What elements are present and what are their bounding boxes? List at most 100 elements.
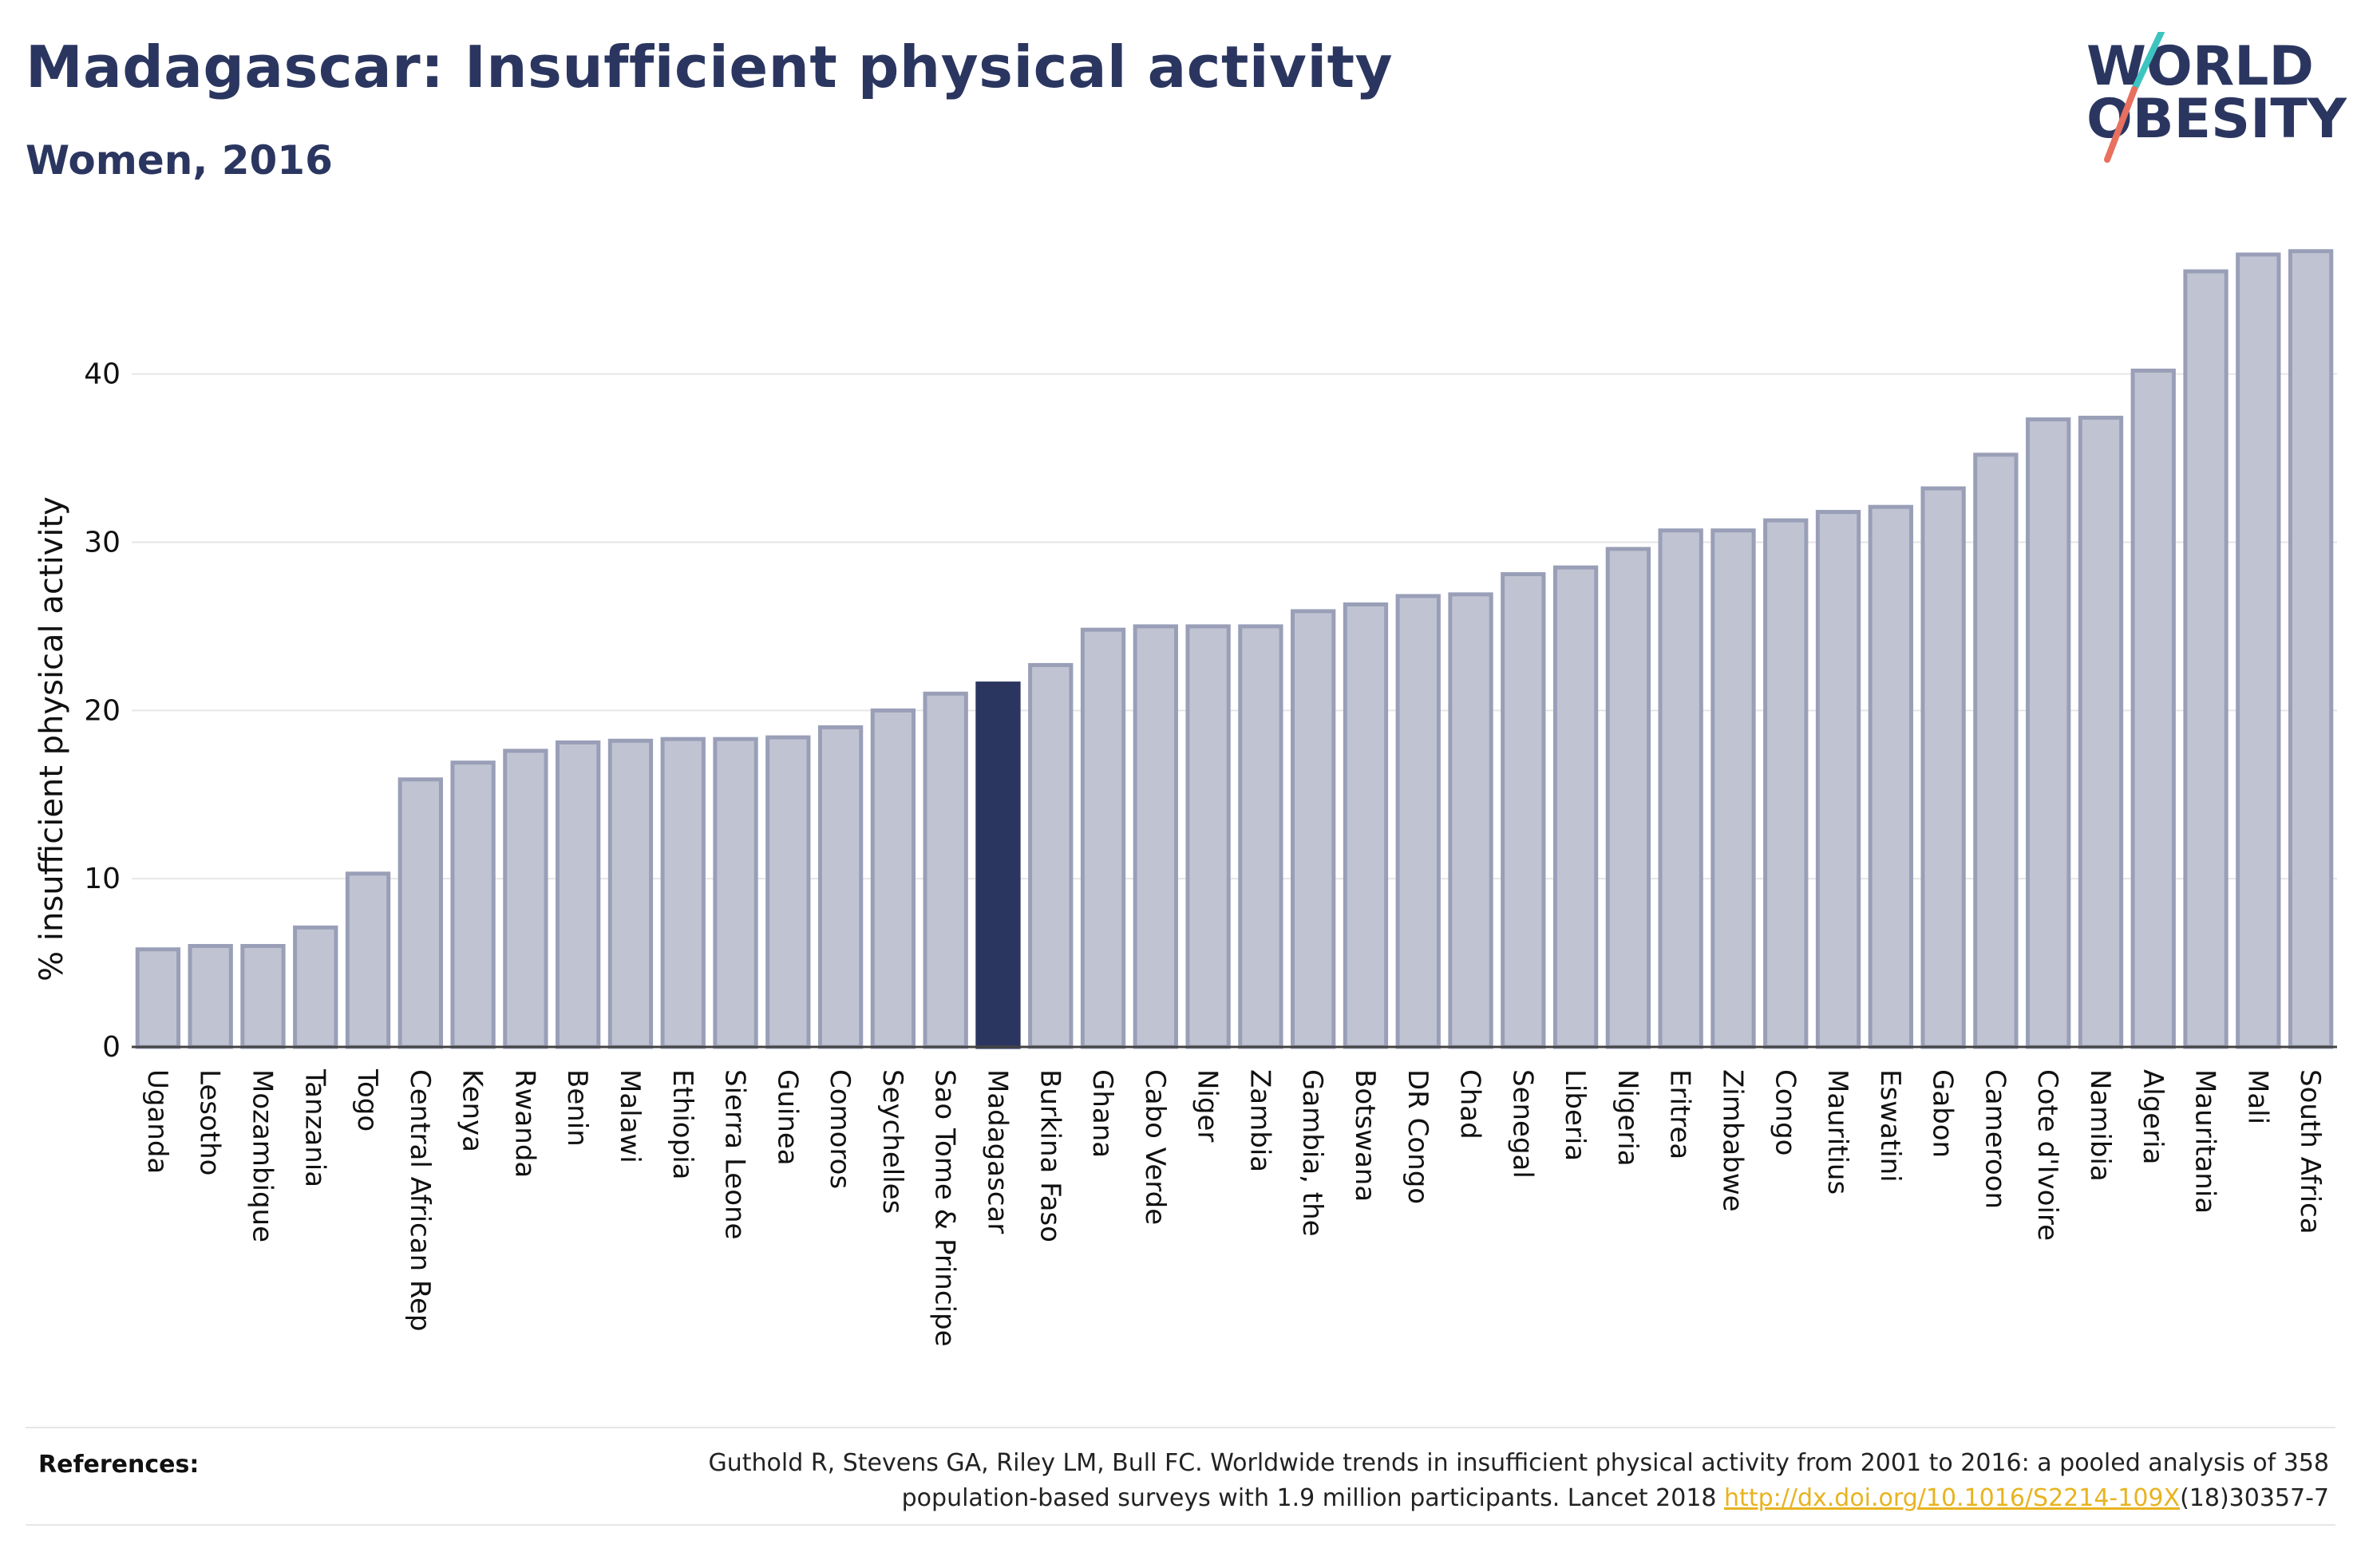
bar-congo — [1763, 518, 1809, 1049]
bar-zimbabwe — [1710, 528, 1756, 1049]
y-tick-label: 10 — [84, 863, 121, 895]
bar-liberia — [1552, 565, 1599, 1049]
bar-niger — [1185, 624, 1231, 1049]
reference-citation: Guthold R, Stevens GA, Riley LM, Bull FC… — [708, 1449, 2329, 1512]
logo-slash-top — [2131, 32, 2165, 93]
bar-central-african-rep — [397, 777, 443, 1049]
x-tick-label: Zambia — [1244, 1069, 1275, 1172]
x-tick-label: Kenya — [457, 1069, 488, 1152]
x-tick-label: Niger — [1192, 1069, 1224, 1142]
bar-cote-d-ivoire — [2026, 417, 2071, 1049]
x-tick-label: Ghana — [1086, 1069, 1118, 1158]
bar-mauritania — [2183, 269, 2229, 1049]
x-tick-label: Eswatini — [1874, 1069, 1906, 1183]
x-axis-labels: Uganda Lesotho Mozambique Tanzania Togo Centr… — [141, 1068, 2326, 1347]
bar-benin — [556, 740, 601, 1049]
y-tick-label: 0 — [102, 1031, 121, 1064]
x-tick-label: Sierra Leone — [719, 1069, 751, 1239]
x-tick-label: Benin — [561, 1069, 593, 1147]
bar-burkina-faso — [1028, 662, 1074, 1049]
world-obesity-logo: WORLD OBESITY — [2086, 32, 2347, 163]
bar-botswana — [1343, 602, 1389, 1049]
x-tick-label: Liberia — [1559, 1069, 1591, 1161]
x-tick-label: Uganda — [141, 1069, 173, 1174]
x-tick-label: Botswana — [1349, 1069, 1381, 1202]
references-top-divider — [26, 1427, 2335, 1428]
bar-south-africa — [2288, 249, 2334, 1049]
x-tick-label: Algeria — [2137, 1069, 2169, 1164]
x-tick-label: Cabo Verde — [1139, 1069, 1171, 1225]
y-axis-title: % insufficient physical activity — [34, 496, 70, 981]
x-tick-label: DR Congo — [1402, 1069, 1434, 1204]
logo-line1: WORLD — [2086, 35, 2314, 98]
bar-sao-tome-principe — [923, 691, 968, 1049]
x-tick-label: Cote d'Ivoire — [2031, 1069, 2063, 1241]
x-tick-label: Guinea — [771, 1069, 803, 1166]
references-bottom-divider — [26, 1524, 2335, 1526]
bars — [135, 249, 2334, 1049]
x-tick-label: Congo — [1769, 1069, 1801, 1155]
bar-ghana — [1080, 627, 1126, 1049]
bar-madagascar — [975, 681, 1021, 1049]
x-tick-label: Mozambique — [246, 1069, 278, 1242]
bar-guinea — [765, 735, 811, 1049]
bar-gabon — [1920, 486, 1966, 1049]
x-tick-label: Central African Rep — [404, 1069, 436, 1332]
chart-subtitle: Women, 2016 — [26, 137, 333, 184]
x-tick-label: Mali — [2241, 1069, 2273, 1124]
x-tick-label: Sao Tome & Principe — [929, 1069, 961, 1347]
references-text: Guthold R, Stevens GA, Riley LM, Bull FC… — [573, 1446, 2329, 1516]
bar-chart: 0 10 20 30 40 Uganda Lesotho Mozambique Tanzani… — [34, 249, 2337, 1347]
grid-lines — [132, 373, 2337, 880]
bar-comoros — [817, 725, 864, 1049]
y-axis-ticks: 0 10 20 30 40 — [84, 358, 121, 1064]
x-tick-label: Cameroon — [1979, 1069, 2011, 1209]
x-tick-label: Gabon — [1927, 1069, 1959, 1158]
x-tick-label: Chad — [1454, 1069, 1486, 1139]
reference-doi-link[interactable]: http://dx.doi.org/10.1016/S2214-109X — [1724, 1484, 2181, 1512]
x-tick-label: Malawi — [614, 1069, 646, 1163]
x-tick-label: Togo — [351, 1068, 383, 1132]
x-tick-label: Gambia, the — [1296, 1069, 1328, 1237]
bar-ethiopia — [660, 737, 706, 1049]
bar-algeria — [2130, 368, 2176, 1049]
bar-seychelles — [870, 708, 916, 1049]
bar-nigeria — [1605, 547, 1651, 1049]
y-tick-label: 30 — [84, 527, 121, 559]
bar-sierra-leone — [713, 737, 758, 1049]
bar-mozambique — [240, 944, 286, 1049]
x-tick-label: Seychelles — [876, 1069, 908, 1214]
x-tick-label: Tanzania — [299, 1068, 330, 1187]
y-tick-label: 20 — [84, 694, 121, 727]
logo-slash-bottom — [2104, 86, 2138, 163]
bar-namibia — [2078, 415, 2124, 1049]
x-tick-label: Rwanda — [508, 1069, 540, 1178]
x-tick-label: Lesotho — [194, 1069, 226, 1175]
x-tick-label: Nigeria — [1612, 1069, 1643, 1167]
bar-uganda — [135, 947, 181, 1049]
bar-senegal — [1501, 572, 1546, 1049]
reference-citation-suffix: (18)30357-7 — [2180, 1484, 2329, 1512]
bar-eritrea — [1658, 528, 1703, 1049]
x-tick-label: Eritrea — [1664, 1069, 1696, 1159]
x-tick-label: Burkina Faso — [1034, 1069, 1066, 1242]
bar-gambia-the — [1291, 609, 1336, 1049]
x-tick-label: Madagascar — [981, 1069, 1013, 1234]
chart-title: Madagascar: Insufficient physical activi… — [26, 34, 1393, 101]
bar-chad — [1448, 592, 1493, 1049]
x-tick-label: Senegal — [1506, 1069, 1538, 1179]
references-label: References: — [38, 1451, 200, 1479]
bar-malawi — [607, 738, 654, 1049]
bar-lesotho — [188, 944, 233, 1049]
bar-zambia — [1238, 624, 1283, 1049]
x-tick-label: Ethiopia — [666, 1069, 698, 1179]
x-tick-label: Zimbabwe — [1716, 1069, 1748, 1212]
x-tick-label: Mauritania — [2189, 1069, 2221, 1214]
bar-tanzania — [293, 925, 338, 1049]
x-tick-label: South Africa — [2294, 1069, 2326, 1234]
bar-mauritius — [1815, 510, 1861, 1049]
x-tick-label: Comoros — [824, 1069, 856, 1189]
bar-eswatini — [1868, 504, 1913, 1049]
bar-togo — [345, 871, 391, 1049]
bar-kenya — [450, 760, 496, 1049]
